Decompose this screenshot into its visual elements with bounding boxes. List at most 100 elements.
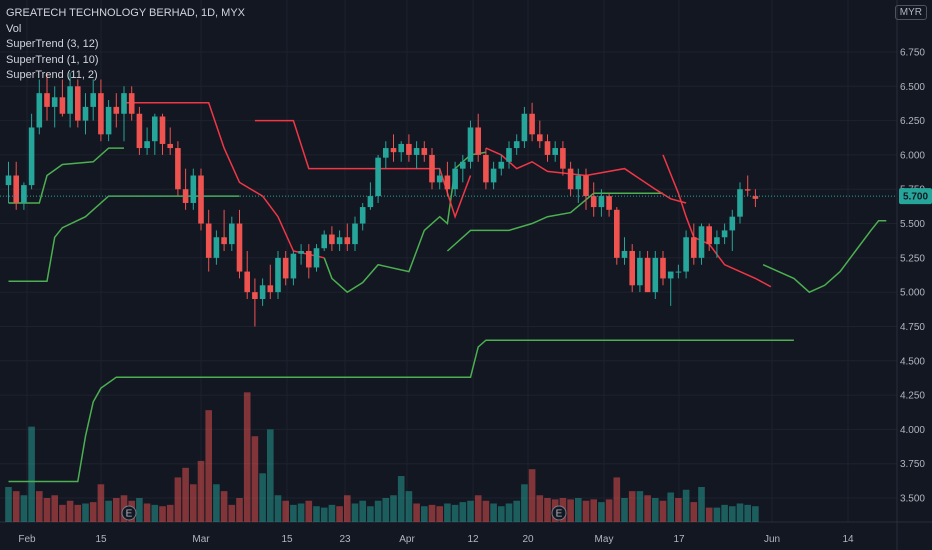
candle-body: [367, 196, 374, 208]
candle-body: [498, 161, 505, 169]
volume-bar: [236, 498, 243, 522]
legend-vol[interactable]: Vol: [6, 22, 22, 35]
volume-bar: [59, 504, 66, 522]
volume-bar: [636, 491, 644, 522]
candle-body: [675, 271, 682, 273]
volume-bar: [459, 502, 467, 522]
volume-bar: [667, 492, 674, 522]
candle-body: [298, 250, 304, 254]
volume-bar: [344, 495, 351, 522]
candle-body: [67, 86, 73, 114]
candle-body: [51, 97, 58, 107]
candle-body: [560, 148, 566, 169]
volume-bar: [444, 503, 451, 522]
volume-bar: [313, 506, 320, 522]
legend-supertrend-1-10[interactable]: SuperTrend (1, 10): [6, 53, 99, 66]
legend-supertrend-11-2[interactable]: SuperTrend (11, 2): [6, 69, 98, 81]
x-tick-label: 14: [842, 534, 854, 545]
volume-bar: [652, 498, 659, 522]
candle-body: [667, 271, 674, 279]
y-tick-label: 4.000: [900, 425, 925, 436]
volume-bar: [628, 491, 636, 522]
volume-bar: [305, 500, 313, 522]
candle-body: [275, 257, 281, 293]
volume-bar: [290, 504, 297, 522]
volume-bar: [151, 504, 159, 522]
currency-badge[interactable]: MYR: [894, 5, 927, 20]
candle-body: [90, 93, 96, 107]
x-tick-label: 15: [95, 534, 107, 545]
candle-body: [691, 237, 697, 258]
candle-body: [544, 141, 551, 155]
candle-body: [121, 93, 127, 114]
volume-bar: [421, 506, 428, 522]
y-tick-label: 5.500: [900, 219, 925, 230]
candle-body: [460, 161, 466, 169]
volume-bar: [12, 491, 20, 522]
candle-body: [105, 106, 112, 135]
candle-body: [190, 175, 197, 203]
candle-body: [375, 157, 381, 197]
x-tick-label: 23: [339, 534, 351, 545]
supertrend-line: [8, 147, 124, 204]
y-tick-label: 5.000: [900, 288, 925, 299]
y-tick-label: 6.500: [900, 82, 925, 93]
candle-body: [329, 234, 335, 245]
candle-body: [390, 148, 397, 153]
volume-bar: [390, 495, 397, 522]
volume-bar: [105, 500, 112, 522]
legend-supertrend-3-12[interactable]: SuperTrend (3, 12): [6, 38, 99, 50]
candle-body: [637, 257, 643, 286]
candle-body: [252, 292, 258, 300]
candle-body: [614, 209, 620, 258]
volume-bar: [359, 500, 366, 522]
candle-body: [506, 148, 512, 162]
candle-body: [306, 250, 312, 268]
volume-bar: [382, 498, 390, 522]
x-tick-label: Apr: [399, 534, 415, 545]
volume-bar: [267, 429, 274, 522]
volume-bar: [598, 502, 605, 522]
candle-body: [398, 143, 404, 153]
candle-body: [660, 257, 666, 279]
x-tick-label: May: [595, 534, 614, 545]
candle-body: [383, 148, 389, 158]
candle-body: [737, 189, 743, 217]
x-tick-label: Jun: [764, 534, 780, 545]
volume-bar: [413, 503, 420, 522]
volume-bar: [259, 473, 266, 522]
volume-bar: [367, 506, 374, 522]
candle-body: [282, 257, 289, 279]
candle-body: [421, 148, 428, 155]
supertrend-line: [124, 102, 325, 259]
volume-bar: [74, 504, 82, 522]
candle-body: [175, 148, 181, 190]
candle-body: [44, 93, 50, 107]
volume-bar: [282, 500, 289, 522]
volume-bar: [143, 503, 151, 522]
supertrend-line: [446, 192, 663, 252]
earnings-marker-label: E: [126, 509, 133, 520]
candle-body: [182, 189, 189, 203]
y-tick-label: 5.250: [900, 253, 925, 264]
y-tick-label: 4.250: [900, 391, 925, 402]
volume-bar: [752, 506, 759, 522]
candle-body: [290, 253, 297, 279]
candle-body: [21, 185, 27, 203]
volume-bar: [729, 506, 736, 522]
volume-bar: [621, 498, 628, 522]
x-tick-label: Mar: [192, 534, 210, 545]
volume-bar: [605, 499, 613, 522]
volume-bar: [451, 504, 459, 522]
volume-bar: [736, 503, 744, 522]
candle-body: [359, 207, 366, 224]
volume-bar: [89, 502, 97, 522]
volume-bar: [536, 495, 544, 522]
volume-bar: [713, 507, 721, 522]
volume-bar: [243, 392, 251, 522]
volume-bar: [220, 491, 228, 522]
candle-body: [706, 226, 712, 245]
candle-body: [590, 196, 597, 208]
